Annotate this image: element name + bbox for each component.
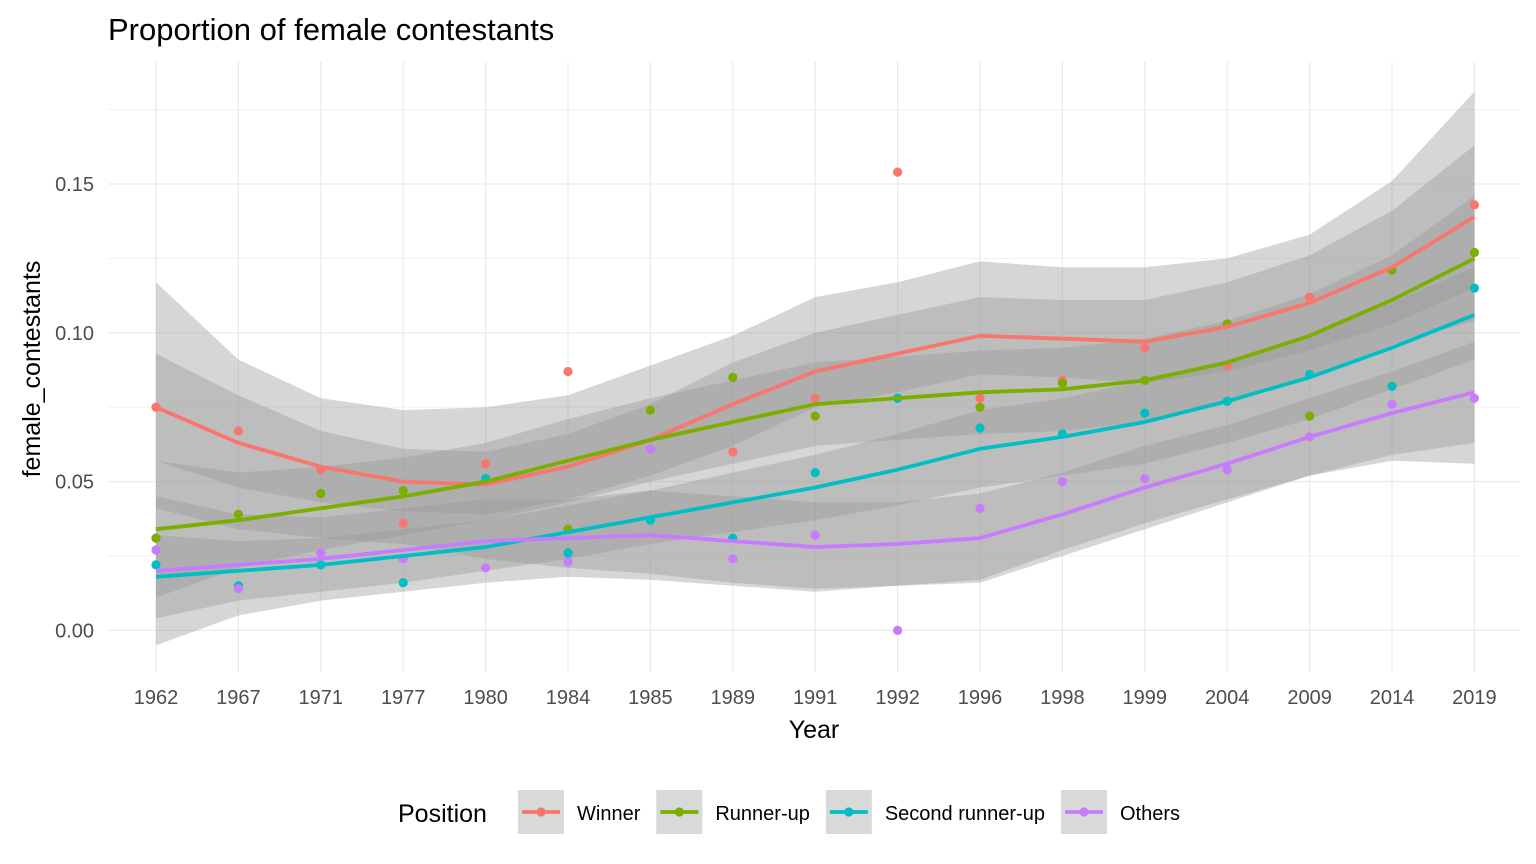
series-line-winner [155, 215, 1476, 487]
data-point-winner [975, 393, 985, 403]
legend-label-runner-up: Runner-up [715, 803, 810, 825]
data-point-winner [810, 393, 820, 403]
data-point-runner-up [1469, 247, 1479, 258]
data-point-runner-up [645, 405, 656, 415]
x-tick-label: 1989 [711, 687, 756, 709]
data-point-runner-up [1057, 378, 1067, 388]
y-tick-label: 0.10 [55, 323, 94, 345]
data-point-others [563, 557, 573, 567]
legend-title: Position [398, 800, 487, 828]
x-tick-label: 1967 [216, 687, 261, 709]
data-point-others [1387, 399, 1397, 409]
data-point-runner-up [975, 402, 985, 412]
x-tick-label: 1991 [793, 687, 838, 709]
y-axis-title: female_contestants [18, 261, 46, 478]
x-tick-label: 1980 [463, 687, 508, 709]
data-point-winner [233, 426, 243, 436]
legend: Position Winner Runner-up Second runner-up… [398, 790, 1180, 834]
data-point-second-runner-up [151, 560, 161, 570]
legend-point-winner [536, 807, 546, 817]
data-point-winner [1305, 292, 1315, 302]
data-point-others [975, 503, 985, 513]
data-point-second-runner-up [1140, 408, 1150, 418]
data-point-others [810, 530, 820, 540]
data-point-others [728, 554, 738, 564]
data-point-others [316, 548, 326, 558]
x-tick-label: 1996 [958, 687, 1003, 709]
smooth-lines [155, 215, 1476, 579]
x-axis-title: Year [789, 716, 840, 744]
x-tick-labels: 1962 1967 1971 1977 1980 1984 1985 1989 1991 1992… [134, 687, 1497, 709]
legend-label-second-runner-up: Second runner-up [885, 803, 1045, 825]
x-tick-label: 1998 [1040, 687, 1085, 709]
data-point-others [1140, 473, 1150, 484]
x-tick-label: 2019 [1452, 687, 1497, 709]
legend-point-runner-up [674, 807, 684, 817]
data-point-second-runner-up [810, 468, 820, 478]
data-point-second-runner-up [563, 548, 573, 558]
data-point-second-runner-up [1387, 381, 1397, 391]
data-point-runner-up [151, 533, 161, 543]
data-point-winner [398, 518, 408, 528]
x-tick-label: 1999 [1123, 687, 1168, 709]
data-point-second-runner-up [1469, 283, 1479, 293]
data-point-runner-up [1305, 411, 1315, 421]
chart-title: Proportion of female contestants [108, 12, 554, 47]
data-point-winner [728, 447, 738, 457]
data-point-others [481, 563, 491, 573]
x-tick-label: 1992 [875, 687, 920, 709]
series-line-others [155, 390, 1475, 573]
legend-label-winner: Winner [577, 803, 641, 825]
data-point-others [1057, 476, 1067, 487]
data-point-runner-up [316, 488, 326, 499]
x-tick-label: 1985 [628, 687, 673, 709]
data-point-others [233, 584, 243, 594]
data-point-runner-up [728, 372, 738, 383]
x-tick-label: 1984 [546, 687, 591, 709]
y-tick-label: 0.05 [55, 472, 94, 494]
data-point-winner [481, 459, 491, 469]
data-points [151, 167, 1479, 635]
confidence-band-second-runner-up [156, 267, 1475, 619]
data-point-others [1469, 393, 1479, 403]
data-point-second-runner-up [975, 423, 985, 433]
series-line-runner-up [155, 256, 1476, 532]
y-tick-labels: 0.00 0.05 0.10 0.15 [55, 174, 94, 642]
x-tick-label: 2009 [1287, 687, 1332, 709]
data-point-winner [563, 366, 573, 377]
legend-point-others [1079, 807, 1089, 817]
data-point-runner-up [233, 509, 243, 519]
x-tick-label: 2004 [1205, 687, 1250, 709]
y-tick-label: 0.15 [55, 174, 94, 196]
data-point-winner [1469, 200, 1479, 210]
data-point-runner-up [810, 411, 820, 421]
data-point-runner-up [398, 485, 408, 496]
data-point-others [893, 625, 903, 635]
x-tick-label: 2014 [1370, 687, 1415, 709]
x-tick-label: 1962 [134, 687, 179, 709]
series-line-second-runner-up [155, 313, 1476, 579]
data-point-second-runner-up [398, 578, 408, 588]
data-point-others [151, 545, 161, 555]
data-point-others [1222, 465, 1232, 475]
data-point-winner [893, 167, 903, 177]
data-point-winner [1140, 343, 1150, 353]
data-point-others [645, 444, 656, 454]
legend-point-second-runner-up [844, 807, 854, 817]
y-tick-label: 0.00 [55, 620, 94, 642]
x-tick-label: 1971 [299, 687, 344, 709]
x-tick-label: 1977 [381, 687, 426, 709]
legend-label-others: Others [1120, 803, 1180, 825]
